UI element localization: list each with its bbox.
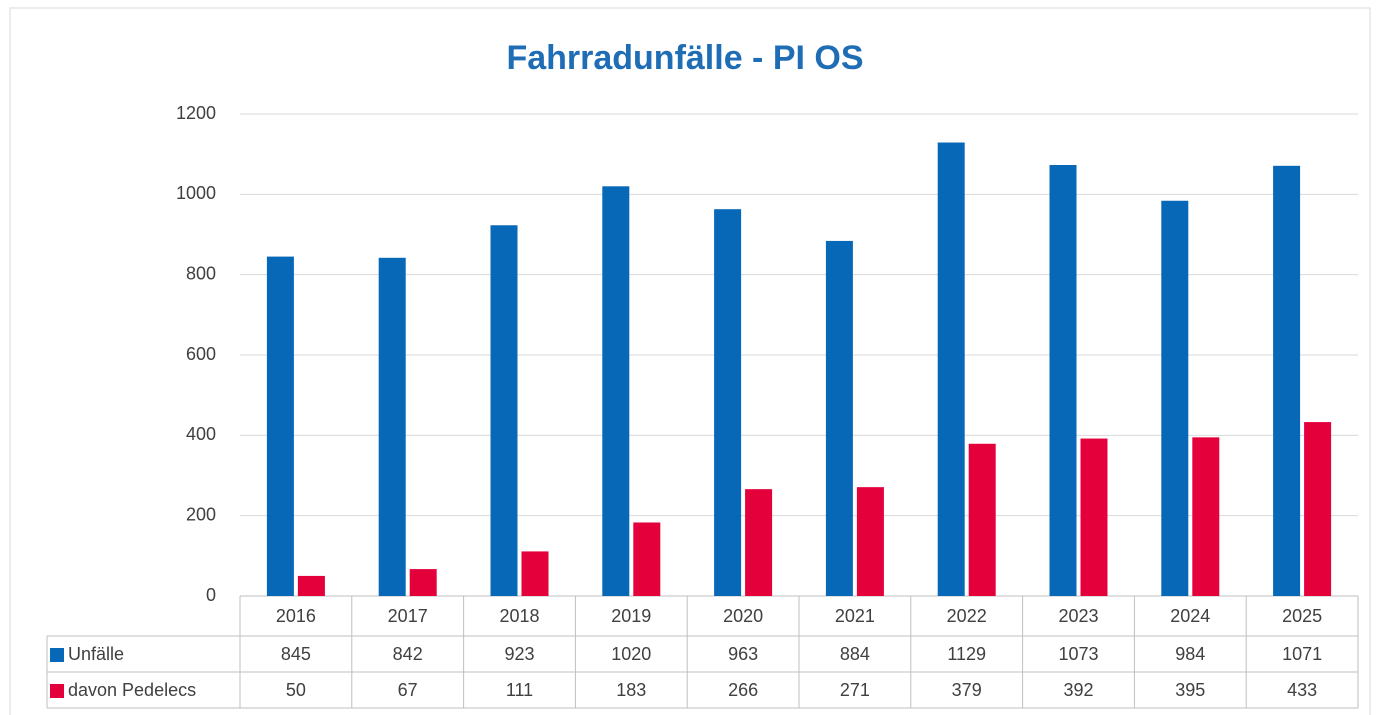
y-tick-label: 0 [206,585,216,605]
legend-key [50,684,64,698]
bar [937,142,965,597]
bar [266,256,294,596]
table-value: 433 [1287,680,1317,700]
y-tick-label: 600 [186,344,216,364]
table-value: 1073 [1058,644,1098,664]
bar [1161,200,1189,596]
bar [714,209,742,596]
bar [521,551,549,596]
x-tick-label: 2024 [1170,606,1210,626]
y-tick-label: 1000 [176,183,216,203]
y-tick-label: 400 [186,424,216,444]
x-tick-label: 2016 [276,606,316,626]
bar [409,569,437,596]
y-tick-label: 200 [186,504,216,524]
table-value: 1071 [1282,644,1322,664]
table-value: 884 [840,644,870,664]
table-value: 67 [398,680,418,700]
legend-key [50,648,64,662]
bar [1192,437,1220,596]
table-value: 1020 [611,644,651,664]
table-value: 183 [616,680,646,700]
table-value: 395 [1175,680,1205,700]
bar [297,575,325,596]
legend-label: Unfälle [68,644,124,664]
y-tick-label: 1200 [176,103,216,123]
table-value: 50 [286,680,306,700]
table-value: 963 [728,644,758,664]
bar [602,186,630,597]
bar [1304,422,1332,596]
bar [378,257,406,596]
x-tick-label: 2023 [1058,606,1098,626]
table-value: 984 [1175,644,1205,664]
x-tick-label: 2021 [835,606,875,626]
bar [825,240,853,596]
bar [490,225,518,597]
bar [633,522,661,596]
bar [1080,438,1108,596]
x-tick-label: 2018 [499,606,539,626]
bar [1049,165,1077,597]
table-value: 266 [728,680,758,700]
bar [745,489,773,596]
bar [1273,165,1301,596]
x-tick-label: 2020 [723,606,763,626]
table-value: 392 [1063,680,1093,700]
x-tick-label: 2019 [611,606,651,626]
table-value: 111 [506,680,533,700]
bar [856,487,884,596]
table-value: 1129 [947,644,986,664]
legend-label: davon Pedelecs [68,680,196,700]
chart-border [9,7,1371,715]
x-tick-label: 2017 [388,606,428,626]
chart-title: Fahrradunfälle - PI OS [506,39,863,77]
bar [968,443,996,596]
x-tick-label: 2022 [947,606,987,626]
table-value: 379 [952,680,982,700]
table-value: 845 [281,644,311,664]
y-tick-label: 800 [186,263,216,283]
table-value: 842 [393,644,423,664]
x-tick-label: 2025 [1282,606,1322,626]
table-value: 923 [504,644,534,664]
table-value: 271 [840,680,870,700]
